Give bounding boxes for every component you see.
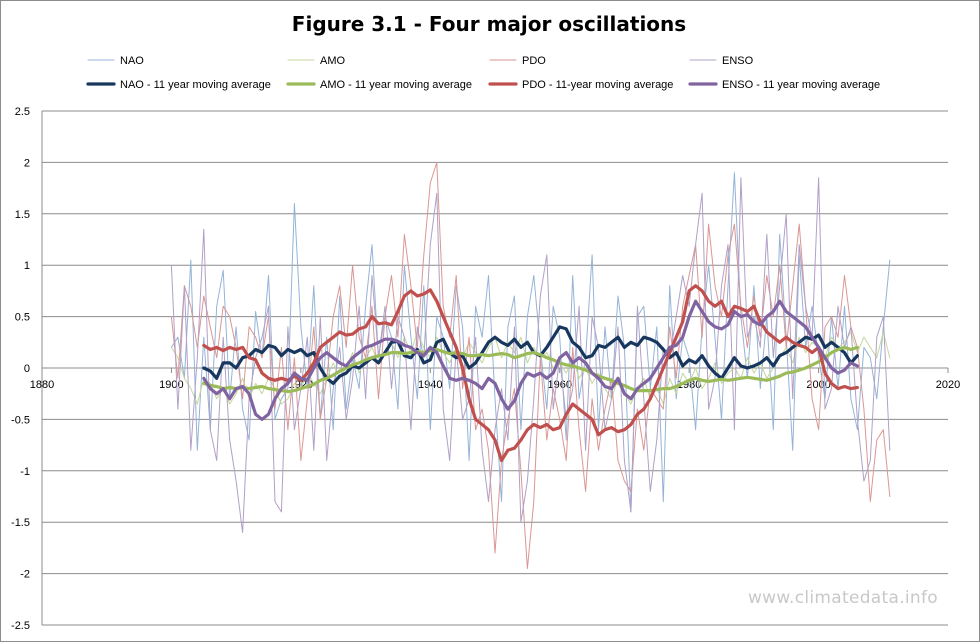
y-tick-label: 2 xyxy=(24,157,30,169)
series-line-amo-11-year-moving-average xyxy=(202,345,860,394)
x-tick-label: 1900 xyxy=(159,379,183,391)
y-tick-label: 2.5 xyxy=(15,106,30,118)
chart-title: Figure 3.1 - Four major oscillations xyxy=(291,12,687,36)
y-tick-label: 0.5 xyxy=(15,312,30,324)
x-tick-label: 1960 xyxy=(547,379,571,391)
y-tick-label: -1.5 xyxy=(11,517,30,529)
legend-label: PDO xyxy=(522,55,546,67)
x-tick-label: 2000 xyxy=(806,379,830,391)
legend: NAO AMO PDO ENSO NAO - 11 year moving averag… xyxy=(86,55,880,91)
y-tick-label: 0 xyxy=(24,363,30,375)
y-tick-label: -1 xyxy=(20,466,30,478)
legend-label: PDO - 11-year moving average xyxy=(522,79,673,91)
legend-label: AMO xyxy=(320,55,346,67)
y-tick-label: -0.5 xyxy=(11,414,30,426)
raw-series-lines xyxy=(170,161,891,569)
x-tick-label: 2020 xyxy=(936,379,960,391)
series-line-enso-11-year-moving-average xyxy=(202,299,860,421)
legend-label: NAO xyxy=(120,55,144,67)
y-tick-label: -2 xyxy=(20,569,30,581)
x-tick-label: 1940 xyxy=(418,379,442,391)
series-line-nao-11-year-moving-average xyxy=(202,325,860,385)
moving-average-lines xyxy=(202,284,860,463)
legend-label: ENSO xyxy=(722,55,754,67)
legend-label: NAO - 11 year moving average xyxy=(120,79,271,91)
y-tick-label: 1.5 xyxy=(15,209,30,221)
y-tick-label: -2.5 xyxy=(11,620,30,632)
legend-label: AMO - 11 year moving average xyxy=(320,79,472,91)
y-tick-label: 1 xyxy=(24,260,30,272)
x-tick-label: 1880 xyxy=(30,379,54,391)
watermark: www.climatedata.info xyxy=(747,588,938,608)
series-line-pdo-11-year-moving-average xyxy=(202,284,860,463)
legend-label: ENSO - 11 year moving average xyxy=(722,79,880,91)
